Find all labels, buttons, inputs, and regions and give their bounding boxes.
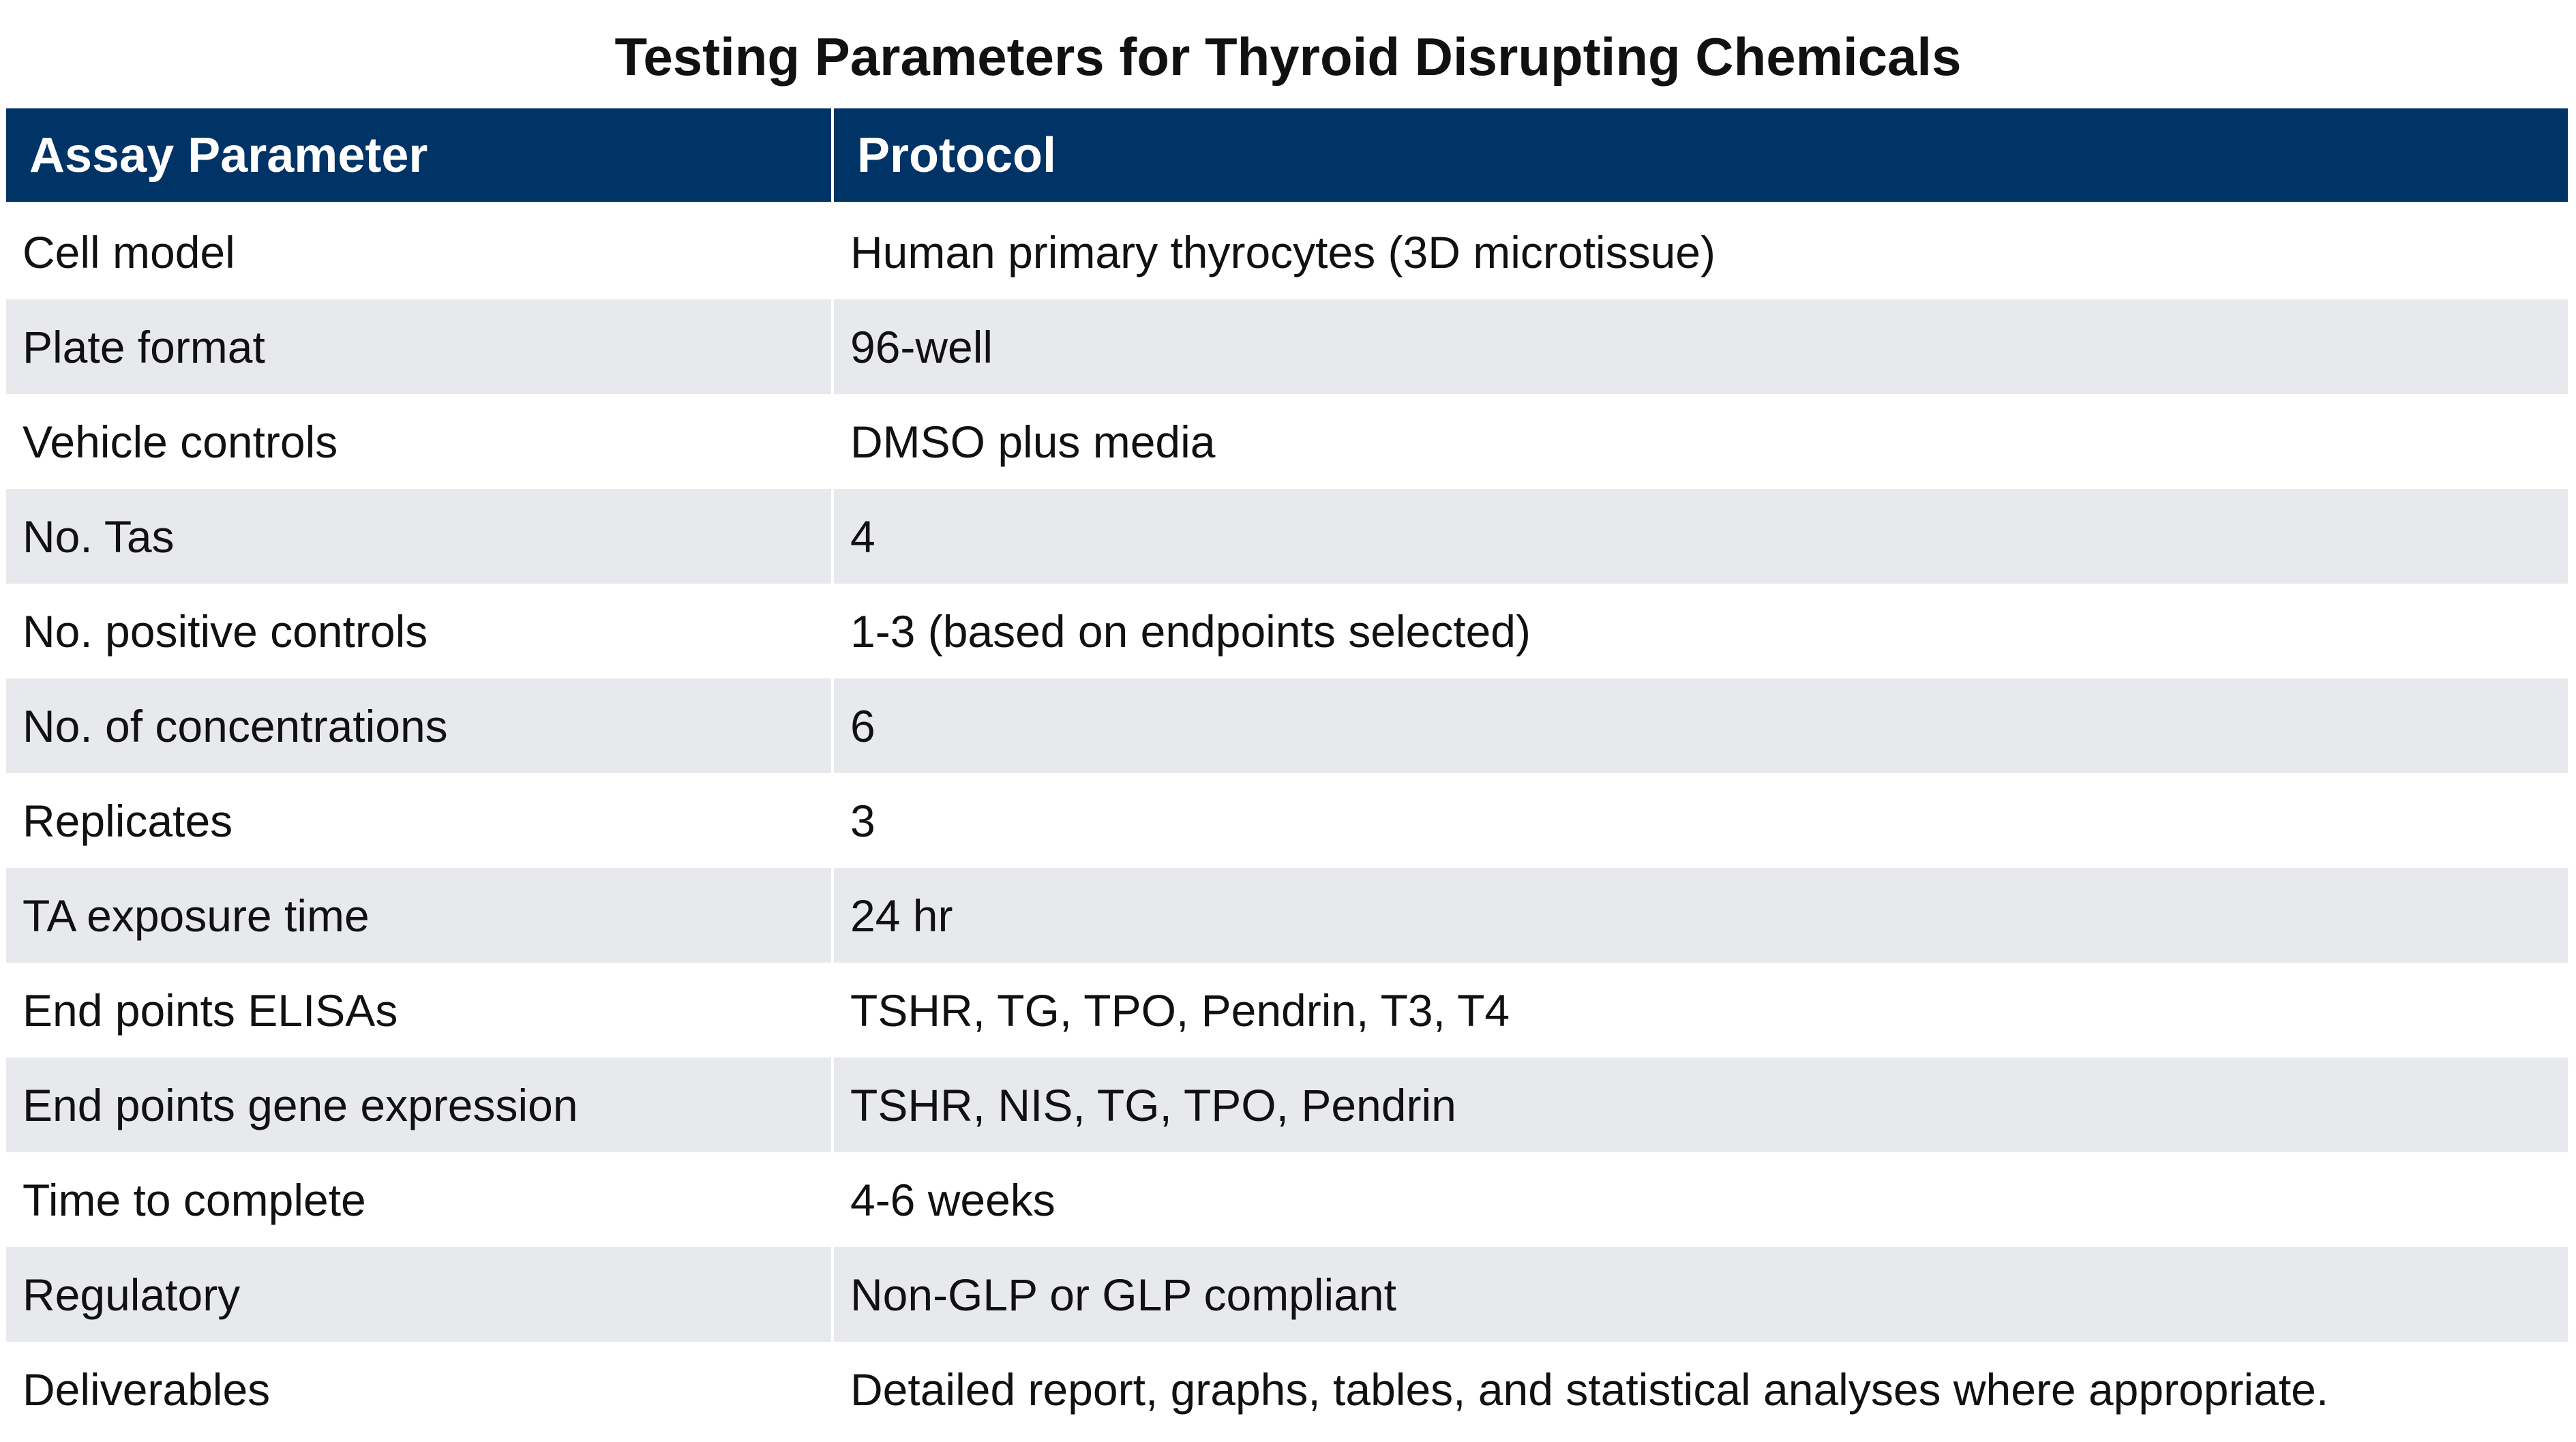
table-row: Time to complete 4-6 weeks xyxy=(3,1152,2571,1247)
header-row: Assay Parameter Protocol xyxy=(3,108,2571,205)
parameter-cell: No. Tas xyxy=(3,489,834,584)
header-cell: Protocol xyxy=(831,108,2571,205)
parameter-cell: End points gene expression xyxy=(3,1057,834,1152)
parameter-cell: Time to complete xyxy=(3,1152,834,1247)
header-cell: Assay Parameter xyxy=(3,108,834,205)
table-row: No. positive controls 1-3 (based on endpo… xyxy=(3,584,2571,678)
table-row: Vehicle controls DMSO plus media xyxy=(3,394,2571,489)
protocol-cell: 4-6 weeks xyxy=(831,1152,2571,1247)
protocol-cell: 4 xyxy=(831,489,2571,584)
parameter-cell: Regulatory xyxy=(3,1247,834,1342)
protocol-cell: Human primary thyrocytes (3D microtissue… xyxy=(831,203,2571,299)
parameter-cell: Vehicle controls xyxy=(3,394,834,489)
protocol-cell: 6 xyxy=(831,678,2571,773)
table-body: Cell model Human primary thyrocytes (3D m… xyxy=(3,203,2571,1437)
protocol-cell: 3 xyxy=(831,773,2571,868)
protocol-cell: 1-3 (based on endpoints selected) xyxy=(831,584,2571,678)
parameter-cell: No. positive controls xyxy=(3,584,834,678)
table-row: Replicates 3 xyxy=(3,773,2571,868)
table-row: Plate format 96-well xyxy=(3,299,2571,394)
table-row: End points ELISAs TSHR, TG, TPO, Pendrin,… xyxy=(3,963,2571,1057)
parameter-cell: Plate format xyxy=(3,299,834,394)
table-row: TA exposure time 24 hr xyxy=(3,868,2571,963)
protocol-cell: TSHR, NIS, TG, TPO, Pendrin xyxy=(831,1057,2571,1152)
protocol-cell: 96-well xyxy=(831,299,2571,394)
parameter-cell: TA exposure time xyxy=(3,868,834,963)
parameter-cell: Deliverables xyxy=(3,1342,834,1437)
protocol-cell: 24 hr xyxy=(831,868,2571,963)
table-row: Cell model Human primary thyrocytes (3D m… xyxy=(3,203,2571,299)
parameter-cell: No. of concentrations xyxy=(3,678,834,773)
table-row: Regulatory Non-GLP or GLP compliant xyxy=(3,1247,2571,1342)
parameter-cell: End points ELISAs xyxy=(3,963,834,1057)
table-row: No. Tas 4 xyxy=(3,489,2571,584)
parameter-cell: Cell model xyxy=(3,203,834,299)
protocol-cell: Non-GLP or GLP compliant xyxy=(831,1247,2571,1342)
protocol-cell: TSHR, TG, TPO, Pendrin, T3, T4 xyxy=(831,963,2571,1057)
parameter-cell: Replicates xyxy=(3,773,834,868)
protocol-cell: DMSO plus media xyxy=(831,394,2571,489)
table-row: End points gene expression TSHR, NIS, TG,… xyxy=(3,1057,2571,1152)
table-row: No. of concentrations 6 xyxy=(3,678,2571,773)
table-row: Deliverables Detailed report, graphs, tab… xyxy=(3,1342,2571,1437)
parameters-table: Assay Parameter Protocol Cell model Human … xyxy=(3,108,2571,1437)
title: Testing Parameters for Thyroid Disruptin… xyxy=(614,27,1962,87)
protocol-cell: Detailed report, graphs, tables, and sta… xyxy=(831,1342,2571,1437)
